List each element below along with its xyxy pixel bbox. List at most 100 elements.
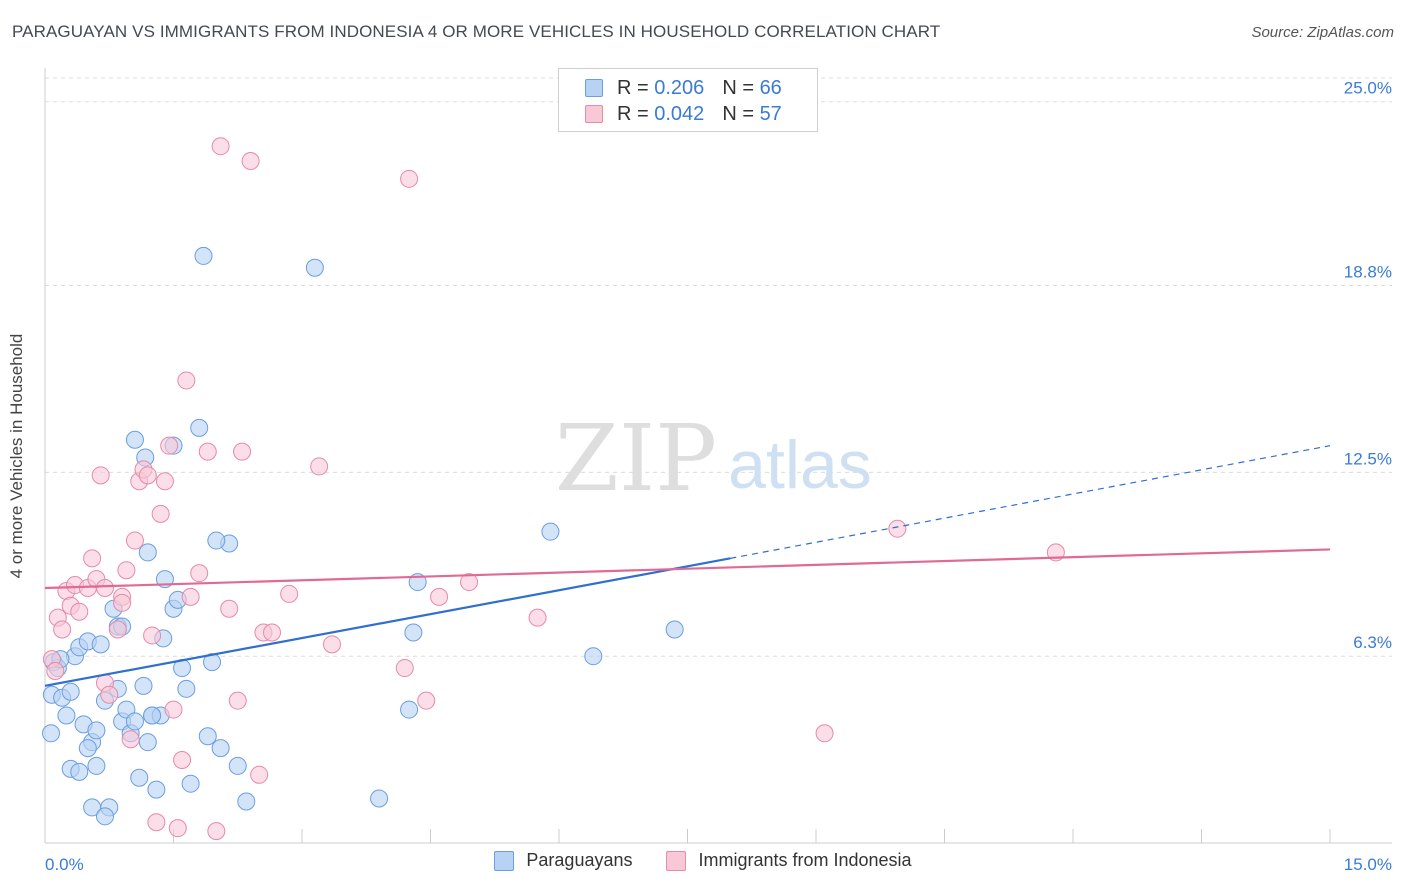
point-paraguayans [237, 792, 256, 811]
point-paraguayans [41, 724, 60, 743]
axes [44, 68, 1392, 844]
trend-line-paraguayans-extension [730, 445, 1331, 559]
series-legend-paraguayans[interactable]: Paraguayans [494, 850, 632, 871]
point-indonesia [395, 659, 414, 678]
point-indonesia [322, 635, 341, 654]
point-indonesia [173, 750, 192, 769]
watermark-zip: ZIP [555, 405, 717, 512]
watermark-atlas: atlas [728, 427, 872, 503]
point-indonesia [138, 466, 157, 485]
point-indonesia [125, 531, 144, 550]
point-paraguayans [305, 258, 324, 277]
trend-line-paraguayans [44, 557, 731, 687]
x-tick-label: 15.0% [1344, 855, 1392, 874]
point-paraguayans [190, 418, 209, 437]
point-indonesia [198, 442, 217, 461]
point-indonesia [181, 587, 200, 606]
point-indonesia [220, 599, 239, 618]
point-paraguayans [57, 706, 76, 725]
series-legend-indonesia[interactable]: Immigrants from Indonesia [666, 850, 912, 871]
point-indonesia [147, 813, 166, 832]
point-paraguayans [143, 706, 162, 725]
series-swatch-paraguayans [494, 850, 515, 871]
point-paraguayans [584, 647, 603, 666]
point-indonesia [168, 819, 187, 838]
point-paraguayans [134, 676, 153, 695]
point-indonesia [211, 137, 230, 156]
point-indonesia [160, 436, 179, 455]
point-paraguayans [78, 739, 97, 758]
point-indonesia [70, 602, 89, 621]
series-label-indonesia: Immigrants from Indonesia [698, 850, 912, 870]
point-paraguayans [83, 798, 102, 817]
x-tick-label: 0.0% [45, 855, 84, 874]
y-tick-label: 6.3% [1353, 633, 1392, 652]
trend-line-indonesia [44, 548, 1331, 590]
point-indonesia [190, 564, 209, 583]
point-indonesia [53, 620, 72, 639]
point-indonesia [143, 626, 162, 645]
point-paraguayans [207, 531, 226, 550]
y-tick-label: 12.5% [1344, 449, 1392, 468]
point-paraguayans [138, 733, 157, 752]
point-indonesia [46, 662, 65, 681]
trend-lines [44, 445, 1331, 687]
legend-r-value: 0.206 [654, 76, 705, 99]
point-indonesia [400, 169, 419, 188]
point-indonesia [888, 519, 907, 538]
point-paraguayans [87, 721, 106, 740]
y-tick-label: 18.8% [1344, 263, 1392, 282]
legend-n-label: N = [722, 102, 754, 125]
point-paraguayans [147, 780, 166, 799]
source-label: Source: ZipAtlas.com [1251, 24, 1394, 41]
point-indonesia [121, 730, 140, 749]
point-indonesia [117, 561, 136, 580]
point-indonesia [113, 593, 132, 612]
legend-n-label: N = [722, 76, 754, 99]
point-paraguayans [370, 789, 389, 808]
point-paraguayans [125, 430, 144, 449]
legend-r-value: 0.042 [654, 102, 705, 125]
point-indonesia [250, 765, 269, 784]
watermark: ZIP atlas [555, 405, 872, 512]
point-indonesia [528, 608, 547, 627]
legend-row-indonesia: R = 0.042 N = 57 [585, 102, 782, 126]
point-paraguayans [198, 727, 217, 746]
point-indonesia [241, 152, 260, 171]
point-paraguayans [400, 700, 419, 719]
point-indonesia [177, 371, 196, 390]
point-indonesia [108, 620, 127, 639]
point-indonesia [100, 685, 119, 704]
point-indonesia [95, 579, 114, 597]
point-indonesia [155, 472, 174, 491]
point-paraguayans [87, 756, 106, 775]
point-paraguayans [130, 768, 149, 787]
point-paraguayans [203, 653, 222, 672]
series-legend: Paraguayans Immigrants from Indonesia [0, 850, 1406, 871]
point-indonesia [460, 573, 479, 592]
point-indonesia [233, 442, 252, 461]
point-indonesia [280, 584, 299, 603]
point-indonesia [815, 724, 834, 743]
point-indonesia [151, 504, 170, 523]
legend-n-value: 57 [759, 102, 782, 125]
point-paraguayans [125, 712, 144, 731]
point-paraguayans [404, 623, 423, 642]
correlation-legend: R = 0.206 N = 66 R = 0.042 N = 57 [558, 68, 818, 132]
point-indonesia [310, 457, 329, 476]
point-paraguayans [181, 774, 200, 793]
point-indonesia [263, 623, 282, 642]
legend-n-value: 66 [759, 76, 782, 99]
point-paraguayans [541, 522, 560, 541]
legend-swatch-paraguayans [585, 79, 603, 97]
point-paraguayans [194, 246, 213, 265]
legend-row-paraguayans: R = 0.206 N = 66 [585, 76, 782, 100]
point-paraguayans [228, 756, 247, 775]
point-paraguayans [70, 762, 89, 781]
point-paraguayans [138, 543, 157, 562]
point-indonesia [164, 700, 183, 719]
legend-swatch-indonesia [585, 105, 603, 123]
point-paraguayans [95, 807, 114, 826]
series-label-paraguayans: Paraguayans [526, 850, 633, 870]
